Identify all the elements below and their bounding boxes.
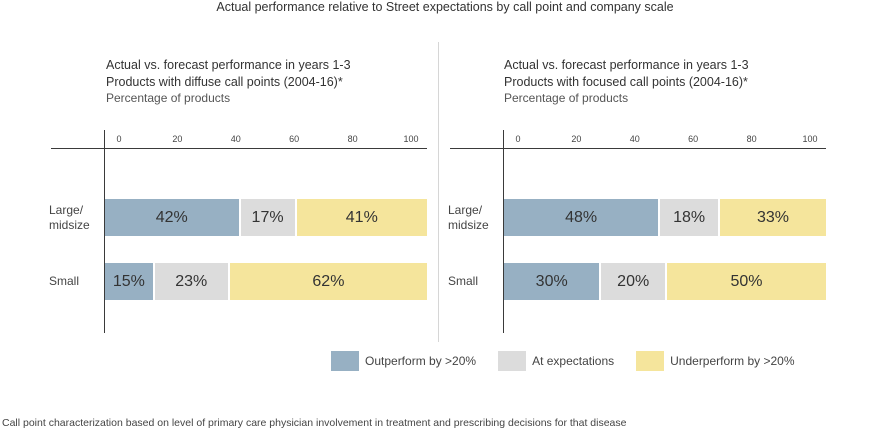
- chart-2-tick-label: 100: [802, 134, 818, 144]
- legend-swatch-outperform: [331, 351, 359, 371]
- chart-2-bar-outperform: 48%: [504, 199, 659, 236]
- chart-2-bar-under: 33%: [720, 199, 826, 236]
- chart-2-title-line2: Products with focused call points (2004-…: [504, 75, 748, 89]
- chart-2-subtitle: Percentage of products: [504, 91, 629, 105]
- legend-swatch-underperform: [636, 351, 665, 371]
- chart-1-bar-under: 41%: [296, 199, 427, 236]
- chart-1-bar-at: 17%: [240, 199, 295, 236]
- chart-1-title-line2: Products with diffuse call points (2004-…: [106, 75, 343, 89]
- legend-label-outperform: Outperform by >20%: [365, 354, 477, 368]
- legend-swatch-at-expectations: [498, 351, 527, 371]
- footnote: Call point characterization based on lev…: [2, 417, 627, 429]
- chart-1-tick-label: 20: [172, 134, 183, 144]
- chart-2-tick-label: 40: [629, 134, 640, 144]
- chart-2-bar-under: 50%: [667, 263, 826, 300]
- main-title: Actual performance relative to Street ex…: [216, 0, 674, 14]
- chart-1-tick-label: 60: [289, 134, 300, 144]
- chart-2-title: Actual vs. forecast performance in years…: [504, 57, 749, 106]
- chart-2-title-line1: Actual vs. forecast performance in years…: [504, 58, 749, 72]
- chart-2-bar-at: 20%: [601, 263, 665, 300]
- chart-1-bar-outperform: 15%: [105, 263, 153, 300]
- chart-1-tick-label: 100: [403, 134, 419, 144]
- chart-1-subtitle: Percentage of products: [106, 91, 231, 105]
- chart-2-tick-label: 20: [571, 134, 582, 144]
- chart-1-title: Actual vs. forecast performance in years…: [106, 57, 351, 106]
- legend-label-underperform: Underperform by >20%: [670, 354, 795, 368]
- legend-label-at-expectations: At expectations: [532, 354, 615, 368]
- chart-1-tick-label: 0: [116, 134, 122, 144]
- chart-1-category-label: Small: [49, 274, 80, 288]
- chart-2-tick-label: 0: [515, 134, 521, 144]
- chart-2-tick-label: 60: [688, 134, 699, 144]
- chart-2-bar-outperform: 30%: [504, 263, 600, 300]
- chart-2-category-label: Large/midsize: [448, 202, 489, 232]
- legend-item-at-expectations: At expectations: [498, 351, 614, 371]
- legend-item-underperform: Underperform by >20%: [636, 351, 795, 371]
- chart-1-bar-under: 62%: [229, 263, 427, 300]
- chart-1-x-axis: [51, 148, 427, 150]
- chart-1-y-axis: [104, 130, 106, 333]
- chart-1-title-line1: Actual vs. forecast performance in years…: [106, 58, 351, 72]
- chart-1-bar-at: 23%: [154, 263, 228, 300]
- chart-1-bar-outperform: 42%: [105, 199, 239, 236]
- panel-divider: [438, 42, 439, 342]
- chart-2-x-axis: [450, 148, 826, 150]
- chart-2-category-label: Small: [448, 274, 479, 288]
- legend: Outperform by >20% At expectations Under…: [331, 351, 795, 371]
- legend-item-outperform: Outperform by >20%: [331, 351, 476, 371]
- chart-1-category-label: Large/midsize: [49, 202, 90, 232]
- chart-2-bar-at: 18%: [660, 199, 718, 236]
- chart-2-y-axis: [503, 130, 505, 333]
- chart-2-tick-label: 80: [746, 134, 757, 144]
- chart-1-tick-label: 40: [230, 134, 241, 144]
- chart-1-tick-label: 80: [347, 134, 358, 144]
